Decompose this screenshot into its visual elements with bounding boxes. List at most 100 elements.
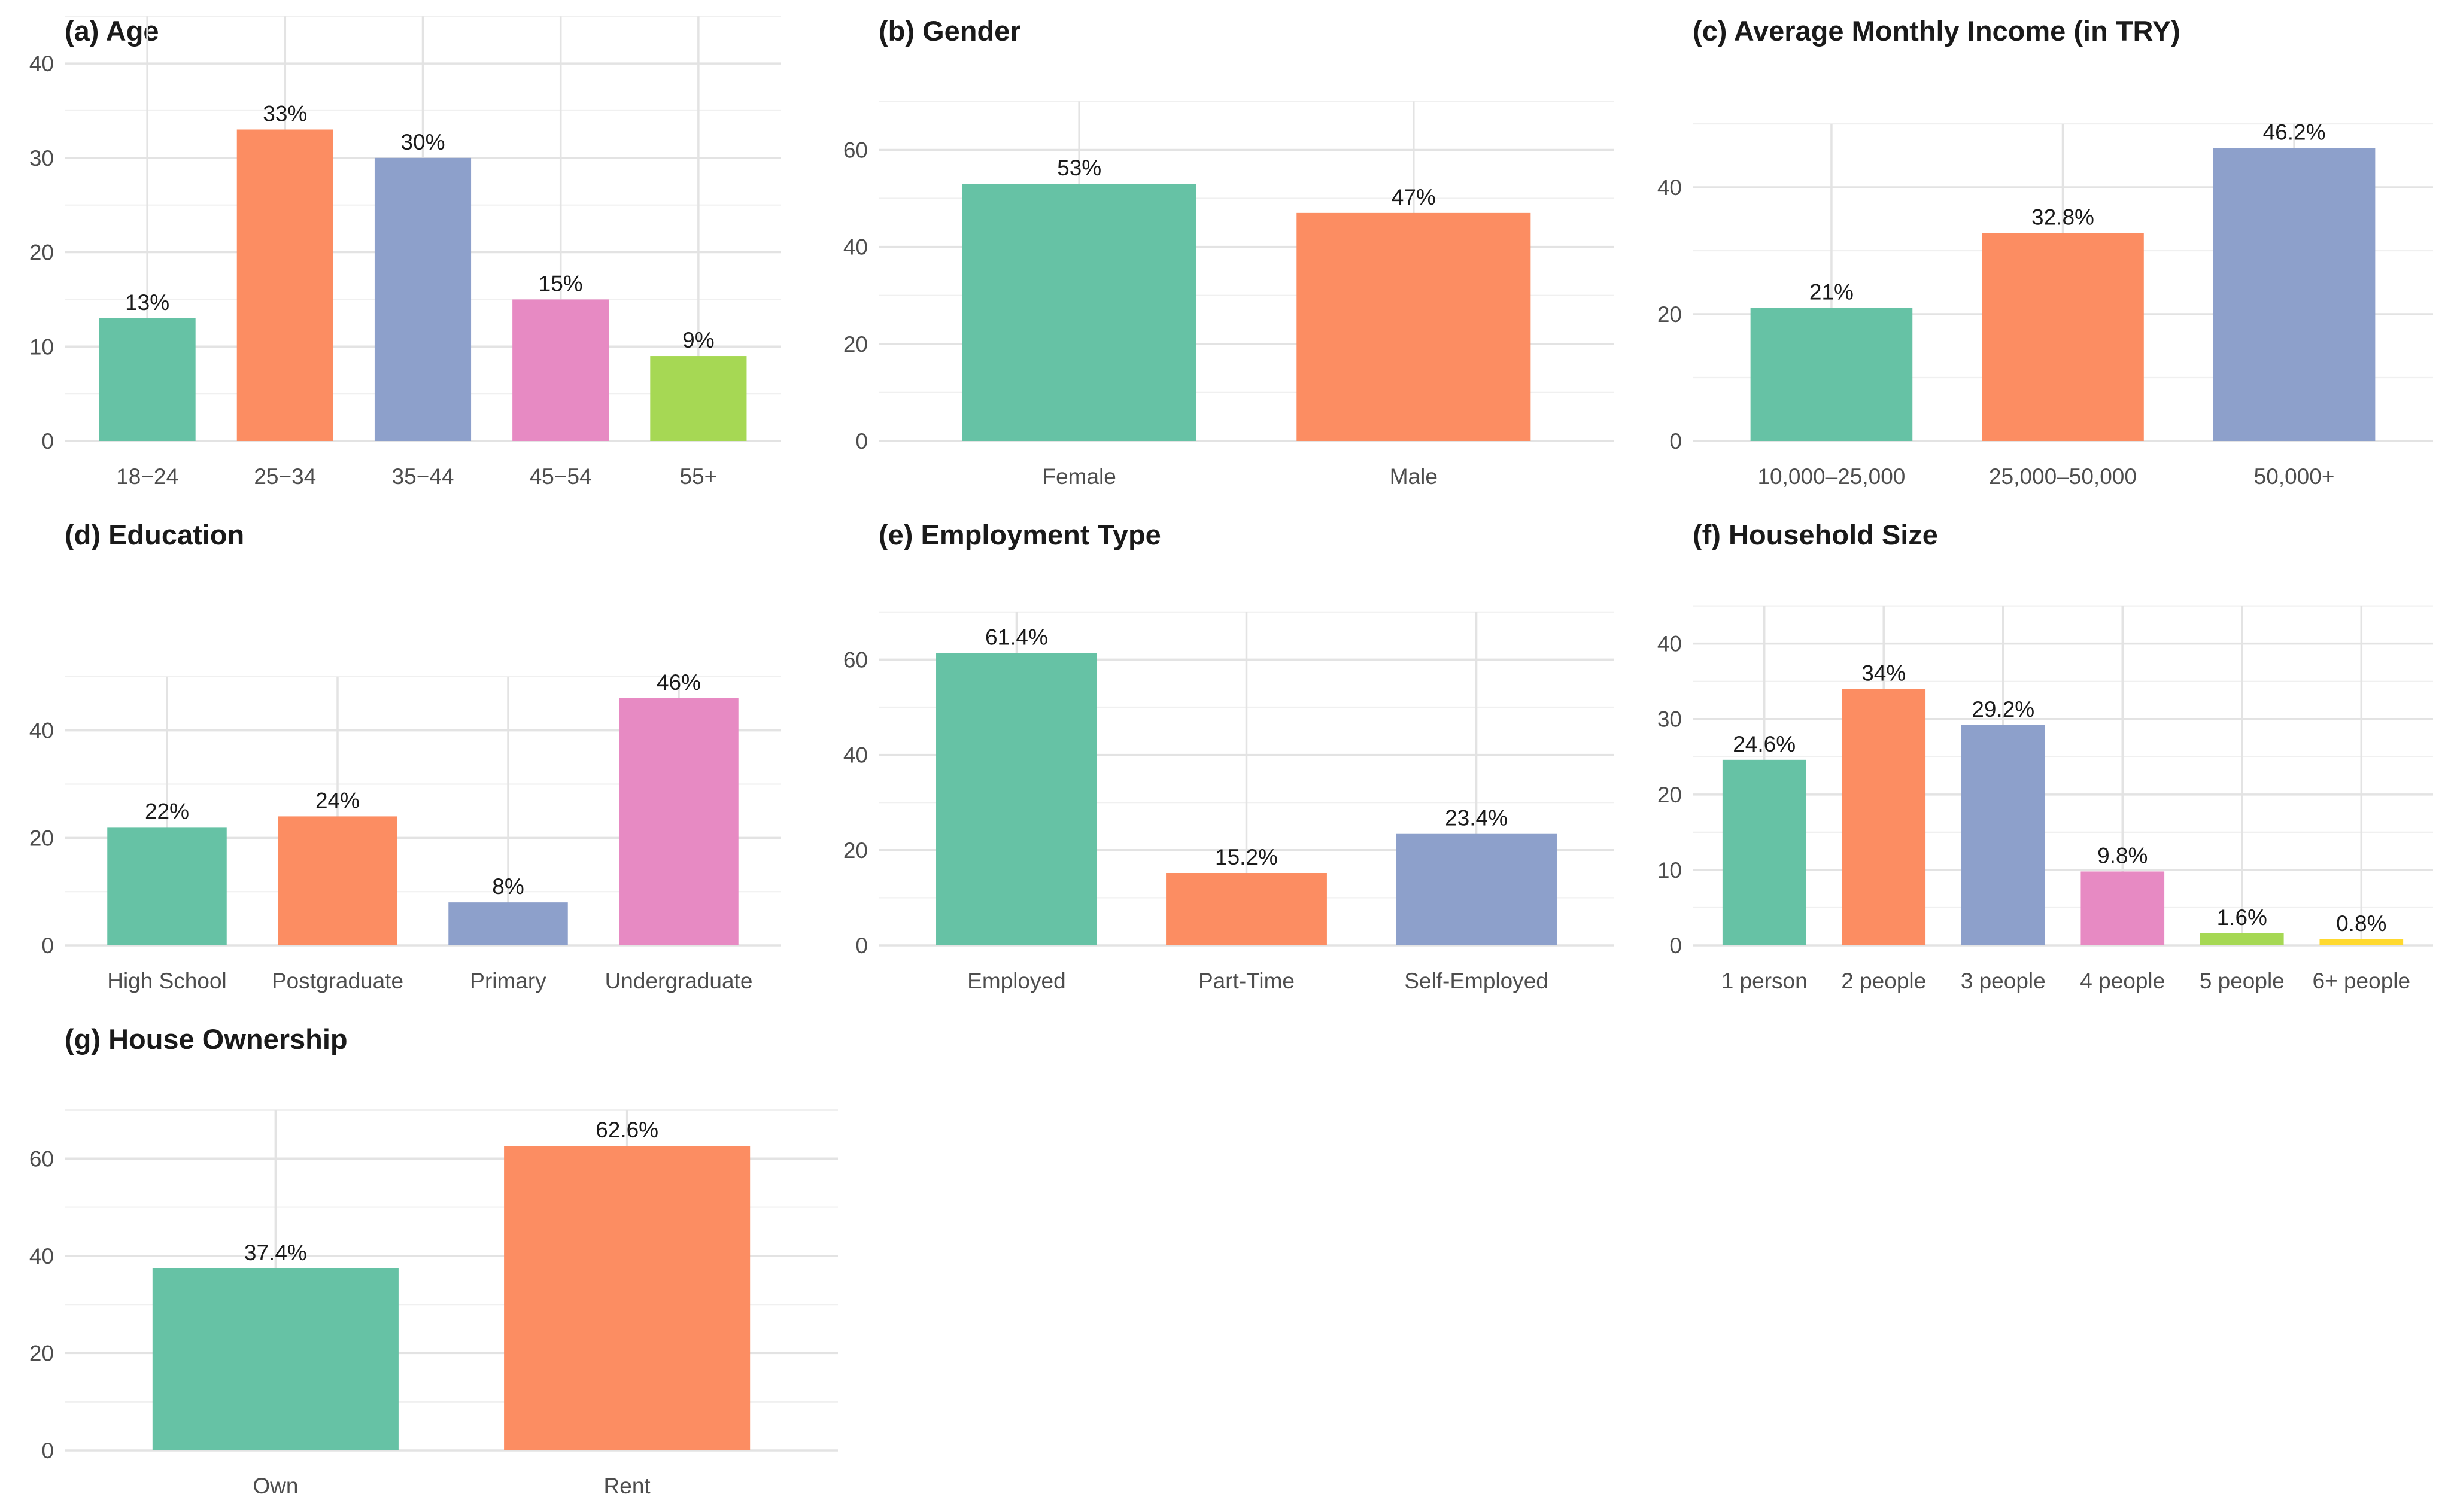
panel-a-bar-35-44	[374, 157, 472, 441]
panel-a-ytick-40: 40	[29, 51, 54, 76]
panel-c-ytick-40: 40	[1657, 175, 1682, 200]
panel-a-ytick-30: 30	[29, 146, 54, 171]
panel-b-bar-male	[1296, 212, 1531, 441]
panel-f-ytick-10: 10	[1657, 858, 1682, 883]
panel-a-title: (a) Age	[65, 15, 159, 47]
panel-a-bar-18-24	[99, 318, 196, 441]
panel-d-bar-undergraduate	[619, 698, 739, 945]
panel-f-bar-5-people	[2200, 933, 2284, 945]
panel-f-xtick-1-person: 1 person	[1721, 969, 1808, 993]
panel-d-data-label-undergraduate: 46%	[657, 670, 701, 695]
panel-a-ytick-10: 10	[29, 334, 54, 359]
panel-f-data-label-4-people: 9.8%	[2097, 843, 2148, 868]
panel-a-ytick-0: 0	[41, 429, 54, 454]
panel-f-bar-2-people	[1842, 689, 1926, 945]
panel-d-xtick-postgraduate: Postgraduate	[272, 969, 403, 993]
panel-f-xtick-3-people: 3 people	[1961, 969, 2046, 993]
panel-e-title: (e) Employment Type	[879, 519, 1161, 550]
panel-e-bar-employed	[936, 653, 1097, 945]
panel-e-xtick-self-employed: Self-Employed	[1404, 969, 1548, 993]
panel-d-bar-postgraduate	[278, 816, 397, 945]
panel-c-ytick-20: 20	[1657, 302, 1682, 327]
panel-e-ytick-20: 20	[843, 838, 868, 863]
panel-a-ytick-20: 20	[29, 241, 54, 265]
panel-a-bar-45-54	[512, 299, 609, 441]
panel-b-ytick-40: 40	[843, 235, 868, 260]
panel-d-ytick-0: 0	[41, 933, 54, 958]
panel-c-data-label-10-000-25-000: 21%	[1809, 279, 1854, 304]
panel-e-xtick-employed: Employed	[967, 969, 1066, 993]
panel-e-ytick-0: 0	[855, 933, 868, 958]
panel-f-title: (f) Household Size	[1693, 519, 1938, 550]
panel-a-bar-25-34	[236, 129, 333, 441]
panel-b-data-label-male: 47%	[1392, 185, 1436, 209]
panel-b-bar-female	[962, 184, 1196, 441]
panel-g-ytick-60: 60	[29, 1146, 54, 1171]
panel-a-bar-55	[650, 356, 747, 441]
panel-g-xtick-rent: Rent	[604, 1474, 651, 1498]
panel-a-xtick-18-24: 18−24	[116, 464, 178, 489]
panel-b-ytick-60: 60	[843, 138, 868, 162]
panel-g-title: (g) House Ownership	[65, 1023, 348, 1055]
panel-f-xtick-4-people: 4 people	[2080, 969, 2165, 993]
panel-a-data-label-55: 9%	[682, 328, 714, 352]
panel-f-ytick-0: 0	[1669, 933, 1682, 958]
panel-b-xtick-female: Female	[1042, 464, 1116, 489]
panel-a-xtick-45-54: 45−54	[530, 464, 592, 489]
panel-f-bar-4-people	[2080, 871, 2165, 945]
panel-d-data-label-postgraduate: 24%	[315, 788, 360, 813]
panel-d-bar-high-school	[107, 827, 227, 945]
panel-g: (g) House Ownership 0 20 40 60 37.4% Own 62.6% R…	[29, 1023, 838, 1498]
panel-b-ytick-0: 0	[855, 429, 868, 454]
panel-g-ytick-40: 40	[29, 1244, 54, 1268]
panel-c-bar-25-000-50-000	[1982, 233, 2144, 441]
panel-a-data-label-25-34: 33%	[263, 102, 307, 126]
panel-e: (e) Employment Type 0 20 40 60 61.4% Employed 1…	[843, 519, 1614, 993]
panel-g-bar-rent	[504, 1146, 751, 1450]
panel-a-xtick-25-34: 25−34	[254, 464, 316, 489]
panel-f-data-label-2-people: 34%	[1861, 661, 1906, 685]
panel-d-xtick-high-school: High School	[107, 969, 227, 993]
panel-a: (a) Age 0 10 20 30 40 13% 18−24 33% 25−34 30% 35−44…	[29, 15, 781, 489]
panel-a-data-label-18-24: 13%	[125, 290, 169, 315]
panel-f: (f) Household Size 0 10 20 30 40 24.6% 1 person…	[1657, 519, 2433, 993]
panel-d-data-label-high-school: 22%	[145, 799, 189, 823]
panel-f-xtick-2-people: 2 people	[1841, 969, 1926, 993]
panel-f-data-label-1-person: 24.6%	[1733, 732, 1796, 756]
panel-f-xtick-5-people: 5 people	[2200, 969, 2285, 993]
panel-f-ytick-30: 30	[1657, 707, 1682, 732]
panel-e-data-label-employed: 61.4%	[985, 625, 1048, 649]
panel-g-data-label-rent: 62.6%	[596, 1118, 658, 1142]
panel-e-bar-part-time	[1166, 873, 1327, 945]
panel-e-data-label-part-time: 15.2%	[1215, 845, 1278, 869]
panel-e-ytick-40: 40	[843, 743, 868, 768]
panel-a-xtick-35-44: 35−44	[392, 464, 454, 489]
panel-f-data-label-6-people: 0.8%	[2336, 911, 2386, 936]
panel-c-xtick-25-000-50-000: 25,000–50,000	[1989, 464, 2137, 489]
panel-f-ytick-20: 20	[1657, 783, 1682, 807]
panel-f-bar-1-person	[1722, 759, 1806, 945]
panel-d-bar-primary	[448, 902, 568, 945]
panel-d: (d) Education 0 20 40 22% High School 24% Postg…	[29, 519, 781, 993]
panel-c-ytick-0: 0	[1669, 429, 1682, 454]
panel-c-data-label-25-000-50-000: 32.8%	[2031, 205, 2094, 229]
panel-d-xtick-primary: Primary	[470, 969, 546, 993]
panel-c-xtick-50-000: 50,000+	[2254, 464, 2335, 489]
panel-c-bar-50-000	[2213, 148, 2376, 441]
panel-a-data-label-45-54: 15%	[539, 271, 583, 296]
panel-f-data-label-3-people: 29.2%	[1972, 697, 2034, 722]
panel-f-bar-6-people	[2319, 939, 2404, 945]
panel-b-ytick-20: 20	[843, 332, 868, 357]
panel-e-data-label-self-employed: 23.4%	[1445, 806, 1508, 830]
panel-e-ytick-60: 60	[843, 647, 868, 672]
panel-c-title: (c) Average Monthly Income (in TRY)	[1693, 15, 2180, 47]
panel-d-data-label-primary: 8%	[492, 874, 524, 899]
panel-d-ytick-40: 40	[29, 719, 54, 743]
panel-a-xtick-55: 55+	[680, 464, 718, 489]
panel-g-xtick-own: Own	[253, 1474, 298, 1498]
panel-f-ytick-40: 40	[1657, 632, 1682, 656]
panel-c: (c) Average Monthly Income (in TRY) 0 20 40…	[1657, 15, 2433, 489]
panel-b-data-label-female: 53%	[1057, 156, 1101, 180]
panel-c-xtick-10-000-25-000: 10,000–25,000	[1757, 464, 1905, 489]
